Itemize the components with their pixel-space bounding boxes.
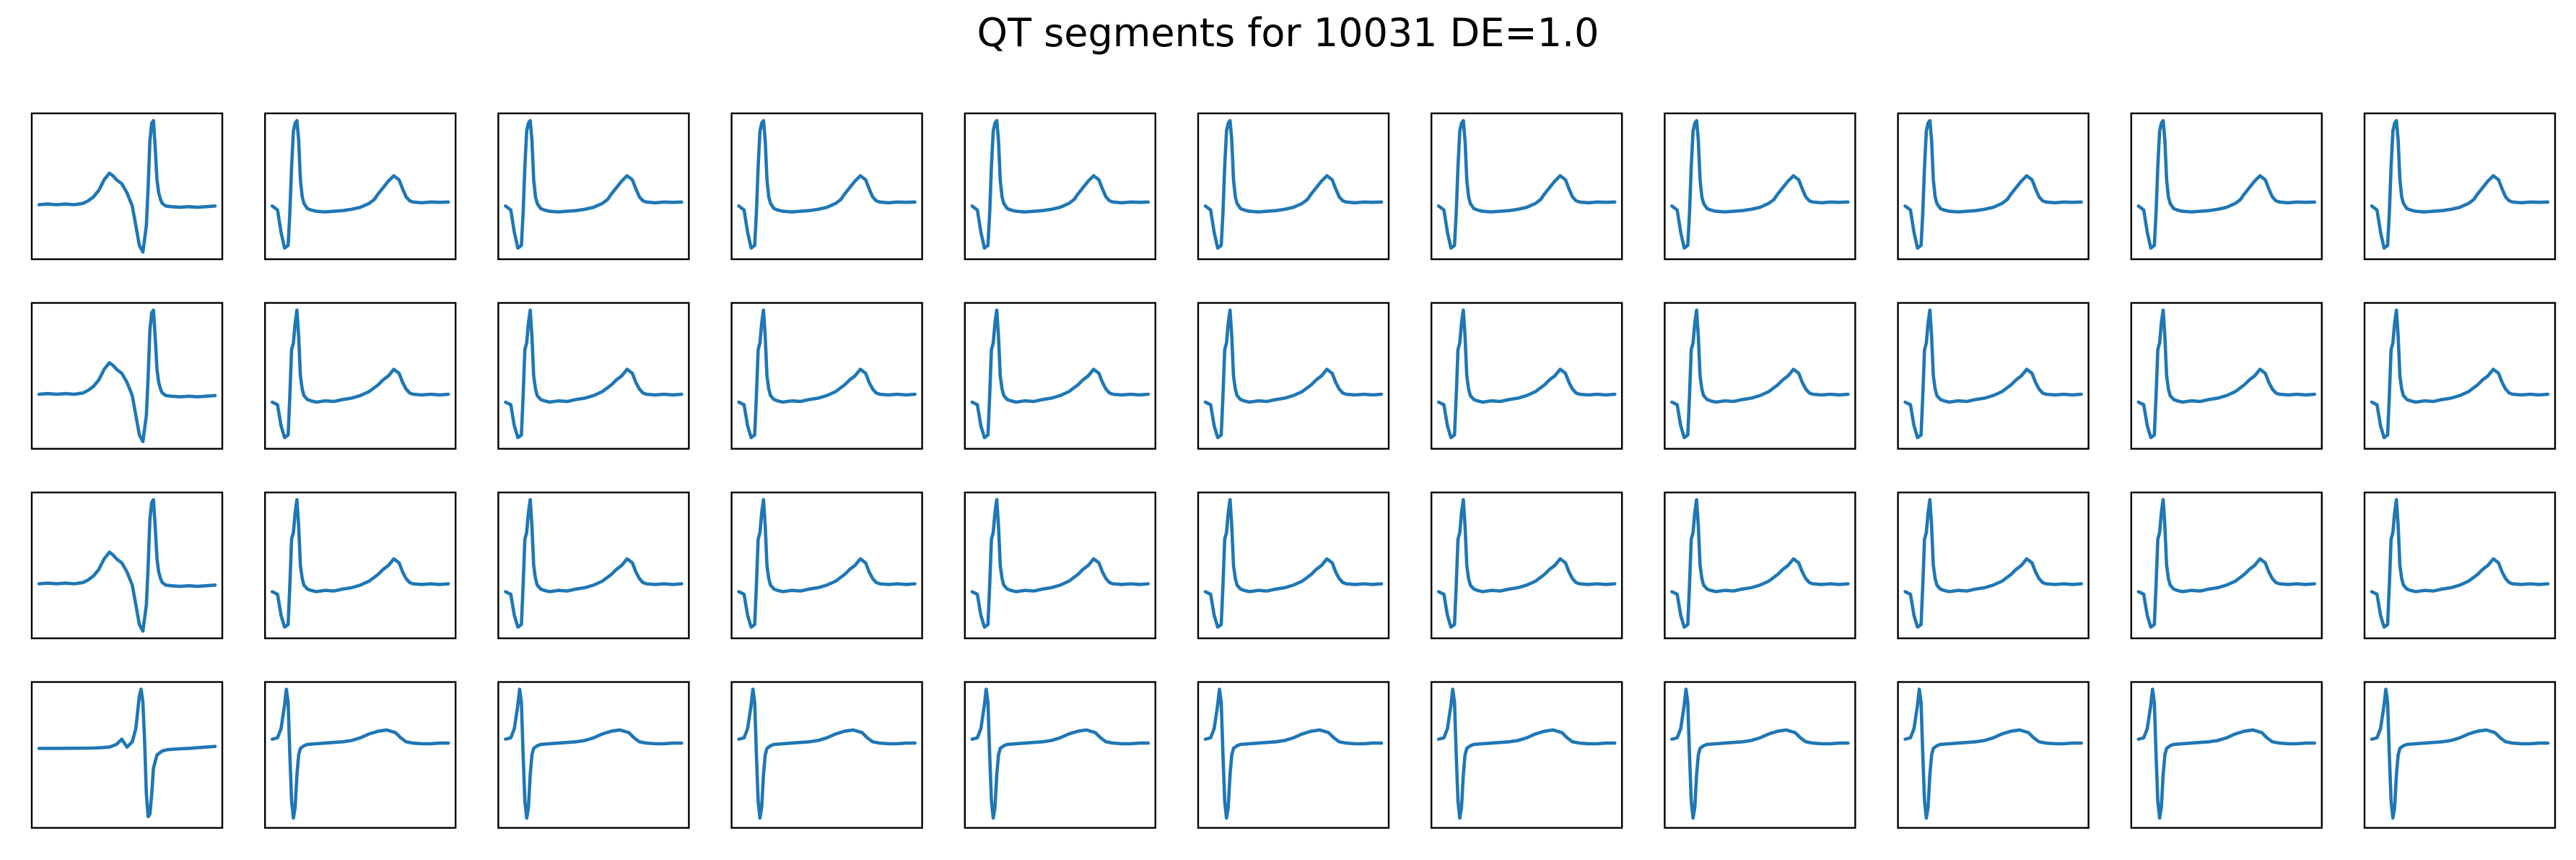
panel-r3-c3 [730, 681, 923, 829]
ecg-trace-line [37, 498, 217, 633]
panel-r2-c4 [964, 491, 1157, 640]
ecg-trace-line [1203, 308, 1384, 440]
panel-r0-c6 [1430, 112, 1623, 261]
panel-r2-c10 [2363, 491, 2557, 640]
ecg-trace-line [1203, 498, 1384, 629]
panel-r3-c9 [2130, 681, 2323, 829]
ecg-trace-line [1436, 687, 1617, 820]
ecg-trace-line [737, 308, 917, 440]
panel-r0-c3 [730, 112, 923, 261]
panel-r0-c10 [2363, 112, 2557, 261]
panel-r1-c4 [964, 302, 1157, 450]
panel-frame [1897, 112, 2090, 261]
ecg-trace-line [1670, 687, 1850, 820]
ecg-trace-line [2136, 308, 2317, 440]
panel-frame [2130, 491, 2323, 640]
ecg-trace-line [1903, 687, 2083, 820]
ecg-trace-line [504, 308, 684, 440]
ecg-trace-line [737, 118, 917, 250]
panel-r1-c5 [1197, 302, 1390, 450]
panel-r2-c8 [1897, 491, 2090, 640]
ecg-trace-line [270, 498, 450, 629]
ecg-trace-line [504, 687, 684, 820]
panel-r1-c9 [2130, 302, 2323, 450]
panel-r2-c1 [264, 491, 457, 640]
panel-r0-c0 [30, 112, 224, 261]
ecg-trace-line [737, 498, 917, 629]
panel-r3-c0 [30, 681, 224, 829]
panel-r1-c2 [497, 302, 690, 450]
ecg-trace-line [1203, 687, 1384, 820]
panel-r3-c5 [1197, 681, 1390, 829]
ecg-trace-line [970, 308, 1151, 440]
panel-r1-c1 [264, 302, 457, 450]
panel-r3-c4 [964, 681, 1157, 829]
panel-r0-c7 [1664, 112, 1856, 261]
panel-r3-c8 [1897, 681, 2090, 829]
ecg-trace-line [270, 687, 450, 820]
panel-r2-c0 [30, 491, 224, 640]
ecg-trace-line [270, 118, 450, 250]
panel-r1-c6 [1430, 302, 1623, 450]
chart-title: QT segments for 10031 DE=1.0 [977, 10, 1599, 56]
ecg-trace-line [970, 498, 1151, 629]
panel-r1-c10 [2363, 302, 2557, 450]
panel-r3-c6 [1430, 681, 1623, 829]
panel-r0-c4 [964, 112, 1157, 261]
panel-r2-c2 [497, 491, 690, 640]
ecg-trace-line [1670, 498, 1850, 629]
ecg-trace-line [1670, 118, 1850, 250]
panel-frame [30, 681, 224, 829]
ecg-trace-line [1903, 308, 2083, 440]
panel-r2-c6 [1430, 491, 1623, 640]
ecg-trace-line [970, 118, 1151, 250]
ecg-trace-line [1203, 118, 1384, 250]
ecg-trace-line [1670, 308, 1850, 440]
ecg-trace-line [2370, 308, 2550, 440]
panel-r0-c9 [2130, 112, 2323, 261]
panel-r0-c8 [1897, 112, 2090, 261]
ecg-trace-line [2136, 498, 2317, 629]
ecg-trace-line [37, 118, 217, 254]
panel-r2-c5 [1197, 491, 1390, 640]
ecg-trace-line [504, 118, 684, 250]
panel-r3-c7 [1664, 681, 1856, 829]
ecg-trace-line [2136, 118, 2317, 250]
panel-r1-c8 [1897, 302, 2090, 450]
ecg-trace-line [737, 687, 917, 820]
panel-r1-c0 [30, 302, 224, 450]
panel-frame [30, 491, 224, 640]
ecg-trace-line [1903, 498, 2083, 629]
ecg-trace-line [504, 498, 684, 629]
panel-r0-c5 [1197, 112, 1390, 261]
ecg-trace-line [2370, 118, 2550, 250]
panel-r1-c3 [730, 302, 923, 450]
ecg-trace-line [2370, 687, 2550, 820]
ecg-trace-line [37, 687, 217, 819]
panel-r3-c10 [2363, 681, 2557, 829]
ecg-trace-line [270, 308, 450, 440]
panel-frame [497, 112, 690, 261]
panel-r2-c9 [2130, 491, 2323, 640]
ecg-trace-line [1436, 498, 1617, 629]
panel-frame [30, 302, 224, 450]
ecg-trace-line [2370, 498, 2550, 629]
ecg-trace-line [37, 308, 217, 443]
panel-r3-c2 [497, 681, 690, 829]
panel-r0-c2 [497, 112, 690, 261]
ecg-trace-line [970, 687, 1151, 820]
panel-r0-c1 [264, 112, 457, 261]
ecg-trace-line [1436, 118, 1617, 250]
panel-r2-c7 [1664, 491, 1856, 640]
panel-r1-c7 [1664, 302, 1856, 450]
ecg-trace-line [1436, 308, 1617, 440]
panel-frame [30, 112, 224, 261]
ecg-trace-line [1903, 118, 2083, 250]
panel-r2-c3 [730, 491, 923, 640]
panel-r3-c1 [264, 681, 457, 829]
ecg-trace-line [2136, 687, 2317, 820]
